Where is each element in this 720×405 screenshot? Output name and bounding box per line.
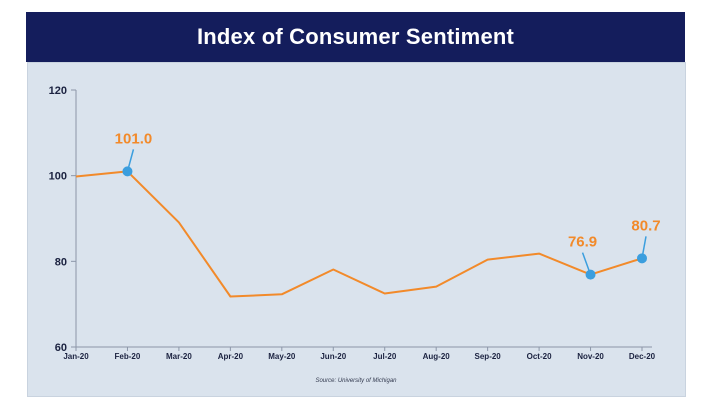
x-tick-label: Feb-20: [115, 352, 141, 361]
highlight-marker: [585, 269, 596, 280]
plot-panel: [27, 62, 686, 397]
data-label: 80.7: [631, 217, 660, 234]
series-group: [75, 170, 643, 298]
x-tick-label: Jul-20: [373, 352, 397, 361]
x-tick-label: Jun-20: [320, 352, 346, 361]
y-tick-label: 60: [55, 342, 67, 354]
x-tick-label: Apr-20: [218, 352, 244, 361]
x-tick-label: Aug-20: [423, 352, 451, 361]
axes: [75, 90, 652, 348]
x-tick-label: Oct-20: [527, 352, 552, 361]
x-axis-ticks: Jan-20 Feb-20 Mar-20 Apr-20 May-20 Jun-20 Jul-…: [63, 347, 656, 361]
x-tick-label: Dec-20: [629, 352, 656, 361]
series-line: [75, 170, 643, 298]
x-tick-label: May-20: [268, 352, 296, 361]
chart-title: Index of Consumer Sentiment: [196, 24, 515, 49]
x-tick-label: Nov-20: [577, 352, 604, 361]
highlight-marker: [637, 253, 647, 264]
highlight-marker: [122, 166, 133, 177]
data-label: 76.9: [568, 234, 597, 251]
x-tick-label: Sep-20: [475, 352, 502, 361]
y-tick-label: 120: [49, 85, 67, 97]
y-tick-label: 100: [49, 171, 67, 183]
y-axis-ticks: 60 80 100 120: [49, 85, 76, 354]
data-label: 101.0: [115, 130, 153, 147]
annotations-group: 101.0 76.9 80.7: [115, 130, 661, 280]
chart-header: Index of Consumer Sentiment: [26, 12, 685, 62]
source-note: Source: University of Michigan: [315, 378, 397, 384]
y-tick-label: 80: [55, 256, 67, 268]
x-tick-label: Mar-20: [166, 352, 192, 361]
x-tick-label: Jan-20: [63, 352, 89, 361]
